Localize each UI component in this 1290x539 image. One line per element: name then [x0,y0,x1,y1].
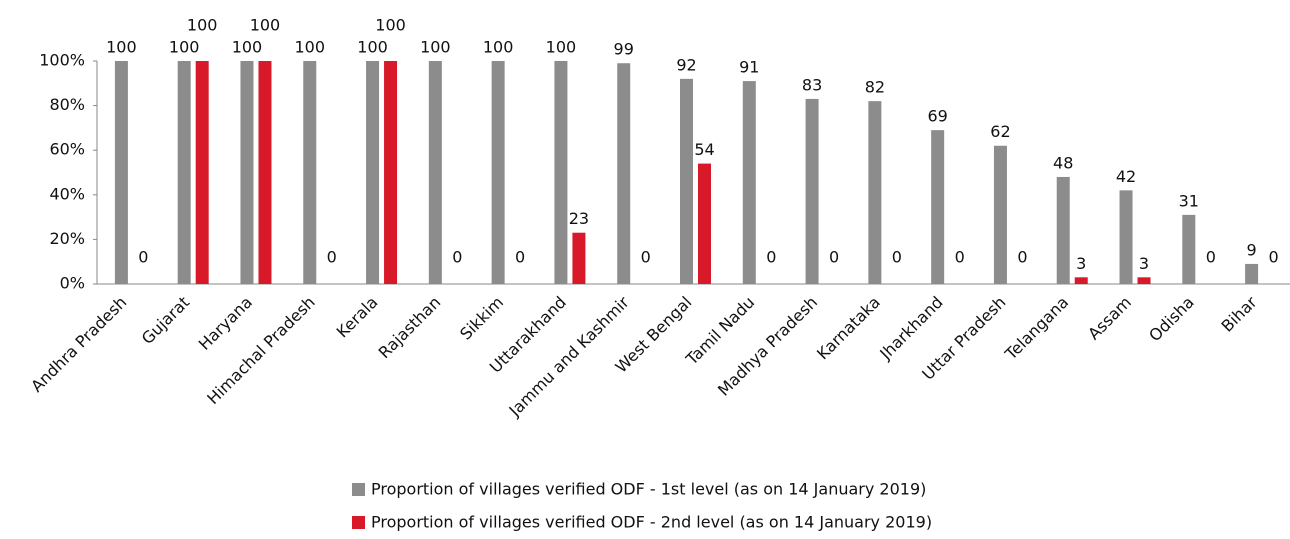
x-tick-label: Rajasthan [375,293,445,363]
legend-swatch [352,483,365,496]
data-label: 0 [892,248,902,267]
bar [384,61,398,284]
data-label: 0 [1269,248,1279,267]
bar [698,163,711,284]
data-label: 100 [375,16,406,35]
bar [868,101,882,284]
legend-label: Proportion of villages verified ODF - 1s… [371,480,926,499]
data-label: 0 [829,248,839,267]
data-label: 0 [327,248,337,267]
bar [195,61,209,284]
bar [993,145,1007,284]
bar [114,61,128,284]
x-tick-label: Kerala [333,293,382,342]
data-label: 100 [294,38,325,57]
data-label: 99 [614,40,634,59]
data-label: 82 [865,78,885,97]
x-tick-label: Assam [1084,293,1135,344]
data-label: 91 [739,58,759,77]
data-label: 100 [357,38,388,57]
x-tick-label: Himachal Pradesh [203,293,319,409]
y-tick-label: 80% [49,95,85,114]
data-label: 3 [1139,254,1149,273]
bar [240,61,254,284]
bar [572,232,586,284]
legend-label: Proportion of villages verified ODF - 2n… [371,513,932,532]
data-label: 92 [676,55,696,74]
bar [1245,263,1259,284]
x-tick-label: Jammu and Kashmir [505,292,633,420]
bar [1074,277,1088,284]
data-label: 100 [106,38,137,57]
bar [1056,176,1070,284]
data-label: 0 [1206,248,1216,267]
legend-swatch [352,516,365,529]
data-label: 9 [1247,240,1257,259]
data-label: 48 [1053,153,1073,172]
data-label: 0 [452,248,462,267]
data-label: 100 [546,38,577,57]
bar [1137,277,1151,284]
data-label: 0 [515,248,525,267]
data-label: 3 [1076,254,1086,273]
bar [366,61,380,284]
bar [303,61,317,284]
bar [617,63,631,285]
y-tick-label: 60% [49,140,85,159]
data-label: 100 [420,38,451,57]
data-label: 0 [766,248,776,267]
x-tick-label: Odisha [1145,293,1198,346]
bar [742,81,756,284]
bar [1182,214,1196,284]
y-tick-label: 20% [49,229,85,248]
x-tick-label: Haryana [195,293,256,354]
data-label: 83 [802,75,822,94]
bar [805,98,819,284]
data-label: 62 [990,122,1010,141]
data-label: 100 [232,38,263,57]
x-tick-label: Karnataka [813,293,884,364]
data-label: 0 [955,248,965,267]
bar [554,61,568,284]
bar [491,61,505,284]
bar [931,130,945,284]
data-label: 69 [927,107,947,126]
data-label: 0 [1017,248,1027,267]
x-tick-label: Sikkim [456,293,507,344]
x-tick-label: Telangana [1001,293,1073,365]
x-tick-label: Andhra Pradesh [27,293,130,396]
data-label: 54 [694,140,714,159]
data-label: 0 [138,248,148,267]
data-label: 100 [483,38,514,57]
data-label: 100 [187,16,218,35]
x-tick-label: Gujarat [138,293,193,348]
x-tick-label: Bihar [1218,292,1261,335]
bar [428,61,442,284]
y-tick-label: 100% [39,51,85,70]
bar [1119,190,1133,284]
data-label: 100 [250,16,281,35]
y-tick-label: 40% [49,184,85,203]
data-label: 42 [1116,167,1136,186]
data-label: 31 [1179,191,1199,210]
y-tick-label: 0% [60,274,85,293]
data-label: 0 [641,248,651,267]
bar [258,61,272,284]
bar [177,61,191,284]
data-label: 100 [169,38,200,57]
bar [680,78,693,284]
data-label: 23 [569,209,589,228]
